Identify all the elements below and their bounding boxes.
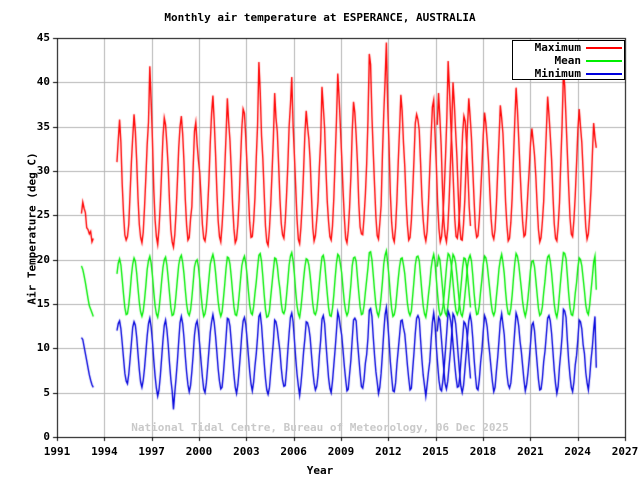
x-tick-label: 2018 <box>469 445 497 458</box>
legend-swatch-maximum <box>586 46 622 49</box>
legend-label-maximum: Maximum <box>534 41 581 54</box>
legend-label-minimum: Minimum <box>534 67 581 80</box>
y-tick-label: 40 <box>36 75 50 89</box>
x-tick-label: 1997 <box>138 445 165 458</box>
chart-legend: Maximum Mean Minimum <box>512 40 625 80</box>
y-tick-label: 15 <box>36 297 50 310</box>
x-tick-label: 2015 <box>422 445 449 458</box>
x-tick-label: 1994 <box>91 445 118 458</box>
y-tick-label: 30 <box>36 164 50 177</box>
x-tick-label: 1991 <box>43 445 71 458</box>
x-tick-label: 2006 <box>280 445 307 458</box>
legend-item-maximum[interactable]: Maximum <box>513 41 624 54</box>
x-tick-label: 2027 <box>611 445 639 458</box>
y-tick-label: 20 <box>36 252 50 266</box>
x-tick-label: 2024 <box>564 445 591 458</box>
y-tick-label: 0 <box>43 430 50 443</box>
y-tick-label: 5 <box>43 385 50 399</box>
x-tick-label: 2009 <box>327 445 355 458</box>
legend-swatch-minimum <box>586 72 622 75</box>
x-tick-label: 2021 <box>517 445 544 458</box>
y-tick-label: 10 <box>36 341 50 355</box>
legend-item-mean[interactable]: Mean <box>513 54 624 67</box>
x-tick-label: 2000 <box>185 445 213 458</box>
x-tick-label: 2003 <box>233 445 260 458</box>
legend-item-minimum[interactable]: Minimum <box>513 67 624 80</box>
legend-swatch-mean <box>586 59 622 62</box>
y-tick-label: 45 <box>36 31 50 44</box>
y-tick-label: 35 <box>36 119 50 133</box>
legend-label-mean: Mean <box>554 54 582 67</box>
x-tick-label: 2012 <box>375 445 402 458</box>
y-tick-label: 25 <box>36 208 50 222</box>
